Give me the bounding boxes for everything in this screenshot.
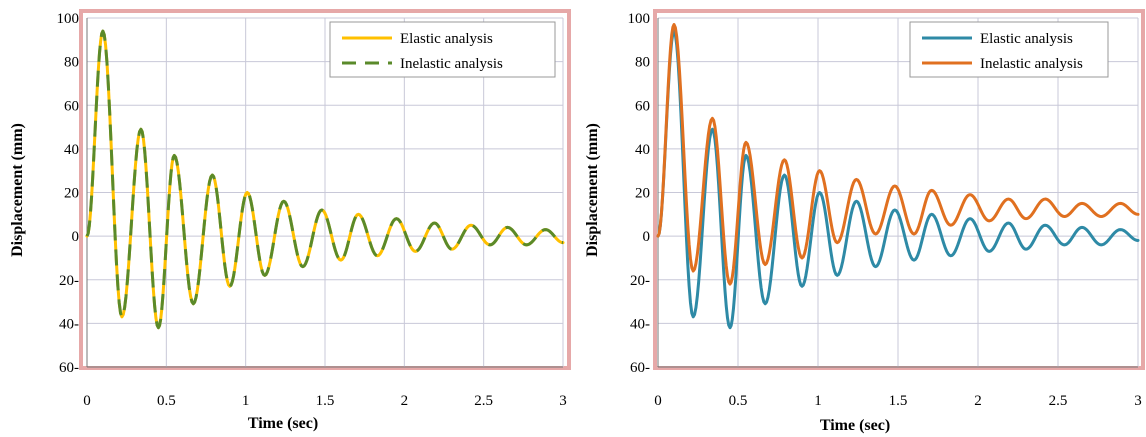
- x-tick-label: 0.5: [729, 393, 748, 409]
- legend-box: [909, 21, 1109, 78]
- x-tick-label: 2: [974, 393, 982, 409]
- y-tick-label: 40: [635, 142, 650, 158]
- x-axis-label: Time (sec): [248, 415, 318, 432]
- y-tick-label: 0: [72, 229, 80, 245]
- series-line-inelastic: [85, 29, 564, 330]
- y-tick-label: 20: [64, 186, 79, 202]
- y-tick-label: 60-: [630, 360, 650, 376]
- y-axis-label: Displacement (mm): [584, 123, 601, 257]
- x-tick-label: 0: [83, 393, 91, 409]
- x-tick-label: 0: [654, 393, 662, 409]
- y-tick-label: 80: [635, 55, 650, 71]
- x-tick-label: 0.5: [157, 393, 176, 409]
- legend-box: [329, 21, 556, 78]
- y-tick-label: 20: [635, 186, 650, 202]
- y-tick-label: 40-: [630, 316, 650, 332]
- x-tick-label: 1: [814, 393, 822, 409]
- x-tick-label: 1: [242, 393, 250, 409]
- x-tick-label: 1.5: [889, 393, 908, 409]
- legend-label: Inelastic analysis: [400, 56, 503, 72]
- x-tick-label: 3: [559, 393, 567, 409]
- x-tick-label: 2.5: [474, 393, 493, 409]
- chart-left: 100 80 60 40 20 0 20- 40- 60- 0 0.5 1 1.5 2 2.5 3 Displa…: [9, 9, 571, 432]
- y-tick-label: 60: [635, 98, 650, 114]
- y-tick-label: 60-: [59, 360, 79, 376]
- y-tick-label: 80: [64, 55, 79, 71]
- chart-right: 100 80 60 40 20 0 20- 40- 60- 0 0.5 1 1.5 2 2.5 3 Displa…: [584, 9, 1145, 434]
- y-tick-label: 40: [64, 142, 79, 158]
- y-tick-label: 20-: [59, 273, 79, 289]
- x-tick-label: 3: [1134, 393, 1142, 409]
- y-tick-label: 40-: [59, 316, 79, 332]
- x-tick-label: 1.5: [316, 393, 335, 409]
- chart-frame: [653, 9, 1145, 370]
- x-tick-label: 2.5: [1049, 393, 1068, 409]
- x-tick-label: 2: [401, 393, 409, 409]
- y-tick-label: 0: [643, 229, 651, 245]
- chart-frame: [79, 9, 571, 370]
- y-tick-label: 60: [64, 98, 79, 114]
- legend-label: Elastic analysis: [980, 31, 1073, 47]
- y-tick-label: 20-: [630, 273, 650, 289]
- y-axis-label: Displacement (mm): [9, 123, 26, 257]
- legend-label: Elastic analysis: [400, 31, 493, 47]
- series-line-inelastic: [656, 23, 1140, 286]
- x-axis-label: Time (sec): [820, 417, 890, 434]
- legend-label: Inelastic analysis: [980, 56, 1083, 72]
- y-tick-label: 100: [57, 11, 80, 27]
- series-line-elastic: [656, 29, 1140, 330]
- y-tick-label: 100: [628, 11, 651, 27]
